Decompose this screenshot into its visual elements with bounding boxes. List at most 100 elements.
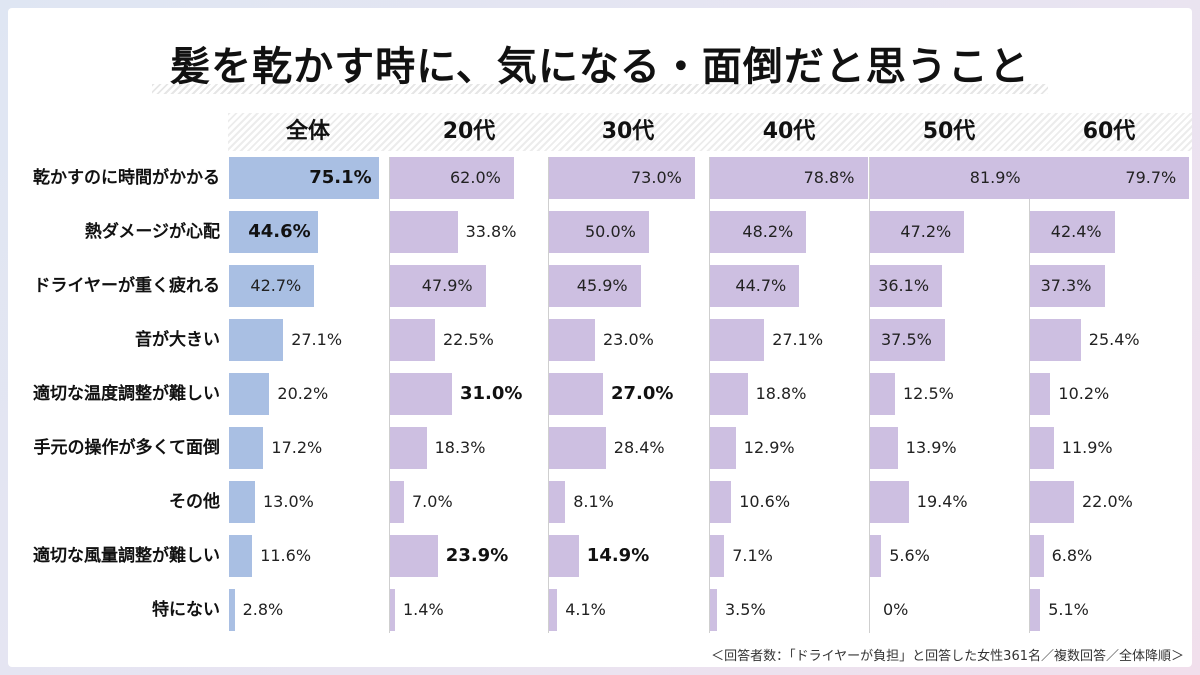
bar-60-row-7 [1030,535,1044,577]
row-label-5: 手元の操作が多くて面倒 [33,438,221,458]
value-label-30-row-5: 28.4% [613,438,665,457]
bar-20-row-7 [390,535,438,577]
bar-40-row-8 [710,589,717,631]
value-label-50-row-1: 47.2% [900,222,952,241]
column-header-5: 60代 [1082,119,1136,144]
value-label-60-row-6: 22.0% [1082,492,1133,511]
value-label-50-row-6: 19.4% [916,492,968,511]
bar-30-row-2 [549,265,641,307]
value-label-40-row-0: 78.8% [803,168,855,187]
bar-60-row-1 [1030,211,1115,253]
value-label-30-row-7: 14.9% [586,545,650,566]
value-label-30-row-1: 50.0% [585,222,636,241]
value-label-40-row-1: 48.2% [742,222,794,241]
value-label-col-row-7: 11.6% [260,546,312,565]
bar-30-row-3 [549,319,595,361]
title-underline [152,84,1048,94]
bar-50-row-2 [870,265,943,307]
value-label-20-row-3: 22.5% [443,330,494,349]
bar-40-row-3 [710,319,765,361]
value-label-60-row-4: 10.2% [1058,384,1110,403]
value-label-60-row-1: 42.4% [1050,222,1102,241]
value-label-40-row-5: 12.9% [743,438,795,457]
bar-40-row-4 [710,373,748,415]
bar-40-row-2 [710,265,800,307]
bar-50-row-5 [870,427,898,469]
row-label-6: その他 [169,492,220,512]
bar-60-row-0 [1030,157,1190,199]
bar-50-row-6 [870,481,909,523]
value-label-20-row-4: 31.0% [460,383,523,404]
bar-40-row-1 [710,211,807,253]
bar-50-row-7 [870,535,882,577]
bar-60-row-8 [1030,589,1041,631]
value-label-col-row-3: 27.1% [291,330,343,349]
bar-col-row-8 [229,589,235,631]
value-label-col-row-0: 75.1% [309,167,372,188]
column-header-4: 50代 [922,119,976,144]
column-divider-4 [869,157,870,633]
bar-20-row-6 [390,481,404,523]
value-label-col-row-4: 20.2% [277,384,329,403]
column-header-1: 20代 [442,119,496,144]
bar-40-row-0 [710,157,868,199]
value-label-col-row-8: 2.8% [242,600,284,619]
bar-40-row-7 [710,535,725,577]
value-label-col-row-5: 17.2% [271,438,323,457]
row-label-2: ドライヤーが重く疲れる [33,276,221,296]
column-divider-5 [1029,157,1030,633]
value-label-50-row-7: 5.6% [889,546,930,565]
bar-20-row-3 [390,319,435,361]
bar-50-row-4 [870,373,895,415]
bar-30-row-0 [549,157,695,199]
column-header-3: 40代 [762,119,816,144]
bar-50-row-3 [870,319,945,361]
value-label-30-row-3: 23.0% [603,330,654,349]
value-label-20-row-7: 23.9% [445,545,509,566]
value-label-col-row-2: 42.7% [250,276,302,295]
value-label-50-row-2: 36.1% [878,276,930,295]
value-label-20-row-5: 18.3% [434,438,486,457]
bar-40-row-5 [710,427,736,469]
value-label-30-row-6: 8.1% [573,492,614,511]
column-divider-2 [548,157,549,633]
value-label-60-row-8: 5.1% [1048,600,1089,619]
value-label-50-row-0: 81.9% [969,168,1021,187]
bar-20-row-1 [390,211,458,253]
value-label-40-row-3: 27.1% [772,330,824,349]
value-label-20-row-6: 7.0% [412,492,453,511]
value-label-40-row-7: 7.1% [732,546,773,565]
column-header-0: 全体 [285,119,330,144]
column-divider-3 [709,157,710,633]
bar-col-row-1 [229,211,319,253]
row-label-7: 適切な風量調整が難しい [33,546,220,566]
value-label-30-row-4: 27.0% [611,383,674,404]
column-header-band [228,113,1192,151]
row-label-4: 適切な温度調整が難しい [33,384,220,404]
bar-30-row-8 [549,589,558,631]
bar-col-row-3 [229,319,284,361]
value-label-60-row-2: 37.3% [1040,276,1092,295]
value-label-50-row-8: 0% [883,600,909,619]
bar-60-row-3 [1030,319,1081,361]
bar-60-row-5 [1030,427,1054,469]
bar-20-row-4 [390,373,452,415]
value-label-50-row-5: 13.9% [905,438,957,457]
row-label-3: 音が大きい [135,330,220,350]
bar-col-row-6 [229,481,255,523]
row-label-1: 熱ダメージが心配 [84,222,220,242]
value-label-50-row-4: 12.5% [903,384,954,403]
value-label-20-row-2: 47.9% [421,276,473,295]
bar-20-row-2 [390,265,486,307]
value-label-40-row-6: 10.6% [739,492,791,511]
value-label-40-row-2: 44.7% [735,276,787,295]
bar-col-row-0 [229,157,380,199]
bar-50-row-0 [870,157,1034,199]
value-label-col-row-6: 13.0% [263,492,314,511]
bar-60-row-2 [1030,265,1105,307]
bar-60-row-6 [1030,481,1074,523]
bar-30-row-4 [549,373,603,415]
bar-col-row-2 [229,265,315,307]
bar-20-row-0 [390,157,514,199]
bar-60-row-4 [1030,373,1051,415]
